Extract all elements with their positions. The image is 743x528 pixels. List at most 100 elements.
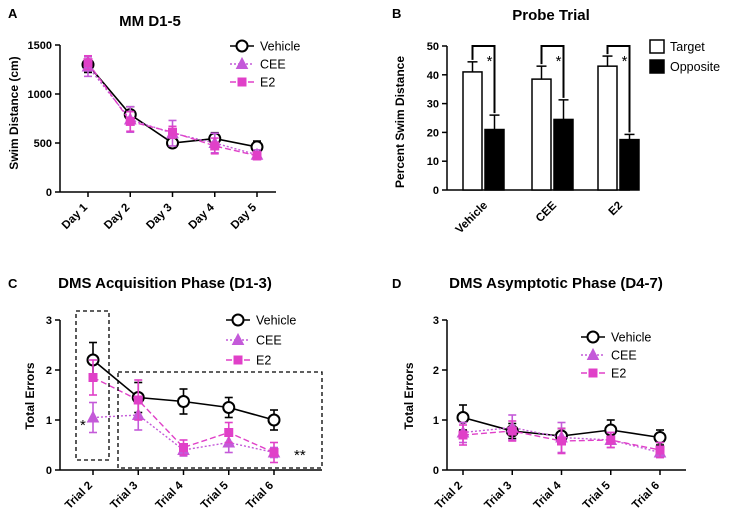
y-tick-label: 0 [433,185,439,197]
legend-label: E2 [611,367,626,381]
y-tick-label: 500 [34,138,52,150]
legend-label: Opposite [670,60,720,74]
x-tick-label: Day 5 [229,201,260,232]
legend-swatch [649,39,665,54]
panel-letter-c: C [8,276,18,291]
data-point [557,436,566,446]
data-point [653,431,667,444]
data-point [222,401,236,414]
series-cee [81,55,264,161]
legend-item-target: Target [649,39,705,54]
highlight-box-trial2 [75,310,110,461]
legend-marker [231,313,245,327]
legend-label: CEE [611,349,637,363]
significance-star: * [487,53,493,70]
data-point [168,127,177,137]
y-tick-label: 40 [427,70,439,82]
data-point [86,410,100,423]
significance-star: * [622,53,628,70]
data-point [133,395,143,405]
data-point [458,430,468,440]
legend-marker [237,77,247,87]
legend-label: E2 [256,354,271,368]
series-line [462,426,661,454]
x-tick-label: Trial 6 [630,480,662,512]
legend-label: Vehicle [611,331,651,345]
bar-opposite [619,138,640,191]
y-tick-label: 10 [427,156,439,168]
data-point [252,151,262,161]
series-e2 [88,359,279,464]
chart-title-b: Probe Trial [512,7,590,24]
bar-target [531,78,552,191]
legend-marker [586,347,600,360]
legend-item-cee: CEE [230,56,286,72]
y-tick-label: 1000 [28,89,52,101]
y-tick-label: 2 [46,365,52,377]
legend-marker [231,332,245,345]
bar-opposite [553,118,574,191]
significance-bracket [540,45,565,98]
x-tick-label: Trial 4 [154,479,186,511]
data-point [655,445,665,455]
y-tick-label: 0 [46,465,52,477]
bar-target [462,71,483,191]
significance-star: ** [294,447,306,464]
y-tick-label: 3 [433,315,439,327]
x-tick-label: Trial 4 [532,479,564,511]
legend-item-vehicle: Vehicle [226,313,296,328]
data-point [177,395,190,408]
y-tick-label: 30 [427,99,439,111]
legend-marker [235,56,249,69]
y-tick-label: 0 [46,187,52,199]
legend-label: CEE [256,334,282,348]
x-tick-label: Trial 6 [244,480,276,512]
legend-label: E2 [260,76,275,90]
legend-swatch [649,59,665,74]
legend-label: Vehicle [260,40,300,54]
data-point [179,443,188,452]
legend-item-vehicle: Vehicle [581,330,651,345]
legend-marker [586,330,600,344]
legend-item-vehicle: Vehicle [230,39,300,54]
x-tick-label: Trial 3 [108,480,140,512]
x-tick-label: E2 [607,200,625,218]
significance-star: * [556,53,562,70]
panel-letter-a: A [8,6,18,21]
legend-marker [235,39,249,53]
x-tick-label: Vehicle [454,200,491,237]
y-axis-label-a: Swim Distance (cm) [7,56,21,169]
data-point [267,413,281,427]
series-e2 [83,54,262,161]
chart-d: 0 1 2 3 Trial 2 Trial 3 Trial 4 Trial 5 Trial 6 V… [433,315,686,512]
y-axis-label-d: Total Errors [402,362,416,429]
data-point [456,411,470,424]
x-tick-label: Day 3 [144,202,174,232]
significance-bracket [606,45,631,133]
legend-marker [588,368,598,378]
chart-title-a: MM D1-5 [119,13,181,30]
panel-letter-b: B [392,6,401,21]
highlight-box-trials3-6 [117,371,323,469]
chart-a: 0 500 1000 1500 Day 1 Day 2 Day 3 Day 4 Day 5 Veh… [28,39,300,232]
bar-opposite [484,128,505,191]
y-tick-label: 1500 [28,40,52,52]
chart-title-d: DMS Asymptotic Phase (D4-7) [449,275,663,292]
legend-label: Vehicle [256,314,296,328]
x-tick-label: Day 4 [187,201,218,232]
y-tick-label: 1 [433,415,439,427]
x-tick-label: Day 1 [60,201,91,232]
y-tick-label: 1 [46,415,52,427]
legend-marker [233,355,243,365]
panel-letter-d: D [392,276,401,291]
x-tick-label: Trial 3 [482,480,514,512]
y-axis-label-b: Percent Swim Distance [393,56,407,188]
legend-item-e2: E2 [226,354,271,368]
legend-item-opposite: Opposite [649,59,720,74]
data-point [83,58,93,68]
significance-star: * [80,417,86,434]
data-point [507,426,517,436]
significance-bracket [471,45,496,114]
series-line [87,62,258,157]
